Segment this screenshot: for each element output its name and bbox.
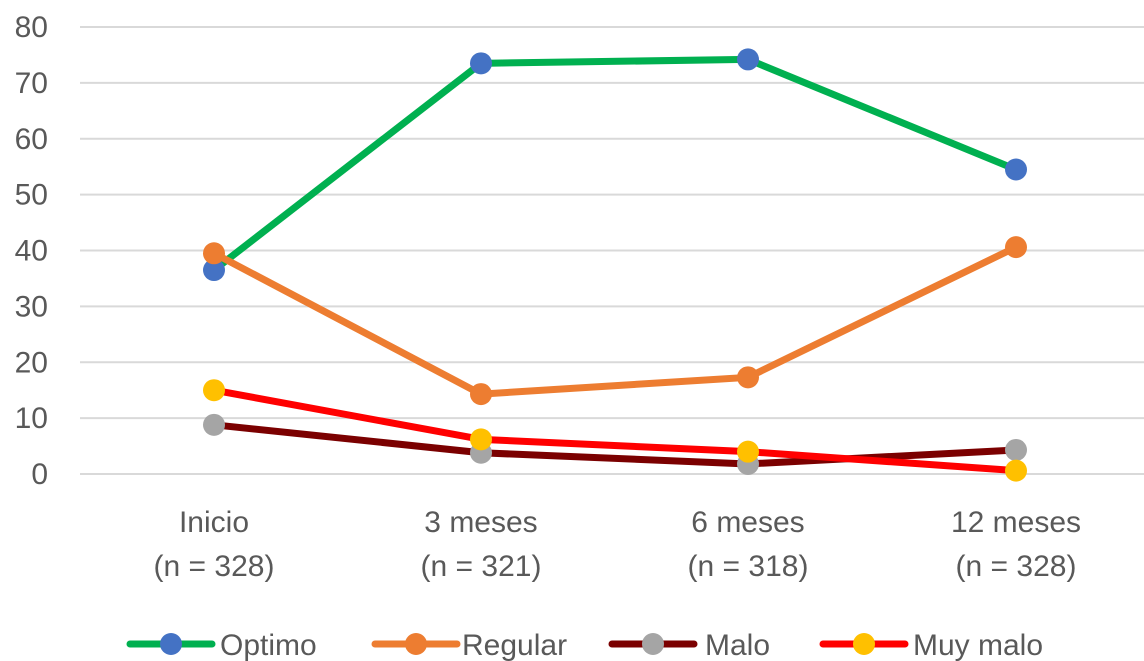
y-tick-label: 70 [15,67,48,100]
y-tick-label: 10 [15,402,48,435]
data-point-muy-malo [1005,459,1027,482]
series-lines [210,55,1020,475]
y-tick-label: 40 [15,235,48,268]
legend-label-muy-malo: Muy malo [913,629,1043,661]
x-tick-label: (n = 318) [688,550,809,583]
y-tick-label: 0 [31,458,48,491]
legend-marker-malo [642,633,664,655]
x-tick-label: 6 meses [691,506,804,539]
gridlines [80,26,1144,475]
x-tick-label: Inicio [179,506,249,539]
y-tick-label: 80 [15,11,48,44]
series-line-regular [210,243,1020,398]
legend-label-regular: Regular [462,629,567,661]
x-tick-label: 3 meses [424,506,537,539]
x-tick-label: 12 meses [951,506,1081,539]
y-tick-label: 30 [15,290,48,323]
legend-marker-muy-malo [853,633,875,655]
x-axis: Inicio (n = 328) 3 meses (n = 321) 6 meses (n… [154,506,1082,583]
data-point-optimo [203,259,225,282]
series-line-malo [210,421,1020,468]
data-point-optimo [1005,158,1027,181]
y-tick-label: 60 [15,123,48,156]
y-axis: 0 10 20 30 40 50 60 70 80 [15,11,48,491]
data-point-regular [1005,236,1027,259]
series-line-muy-malo [210,386,1020,475]
series-line-optimo [210,55,1020,274]
x-tick-label: (n = 321) [421,550,542,583]
data-point-optimo [470,52,492,75]
x-tick-label: (n = 328) [154,550,275,583]
data-point-malo [1005,438,1027,461]
data-point-muy-malo [203,379,225,402]
data-point-regular [470,383,492,406]
data-point-optimo [737,48,759,71]
data-point-muy-malo [737,440,759,463]
y-tick-label: 20 [15,346,48,379]
legend: Optimo Regular Malo Muy malo [126,629,1043,661]
data-point-muy-malo [470,428,492,451]
legend-marker-regular [405,633,427,655]
data-point-regular [203,242,225,265]
data-point-malo [203,413,225,436]
legend-marker-optimo [160,633,182,655]
series-markers [203,48,1027,482]
x-tick-label: (n = 328) [956,550,1077,583]
y-tick-label: 50 [15,179,48,212]
legend-label-malo: Malo [705,629,770,661]
legend-label-optimo: Optimo [220,629,317,661]
data-point-regular [737,366,759,389]
